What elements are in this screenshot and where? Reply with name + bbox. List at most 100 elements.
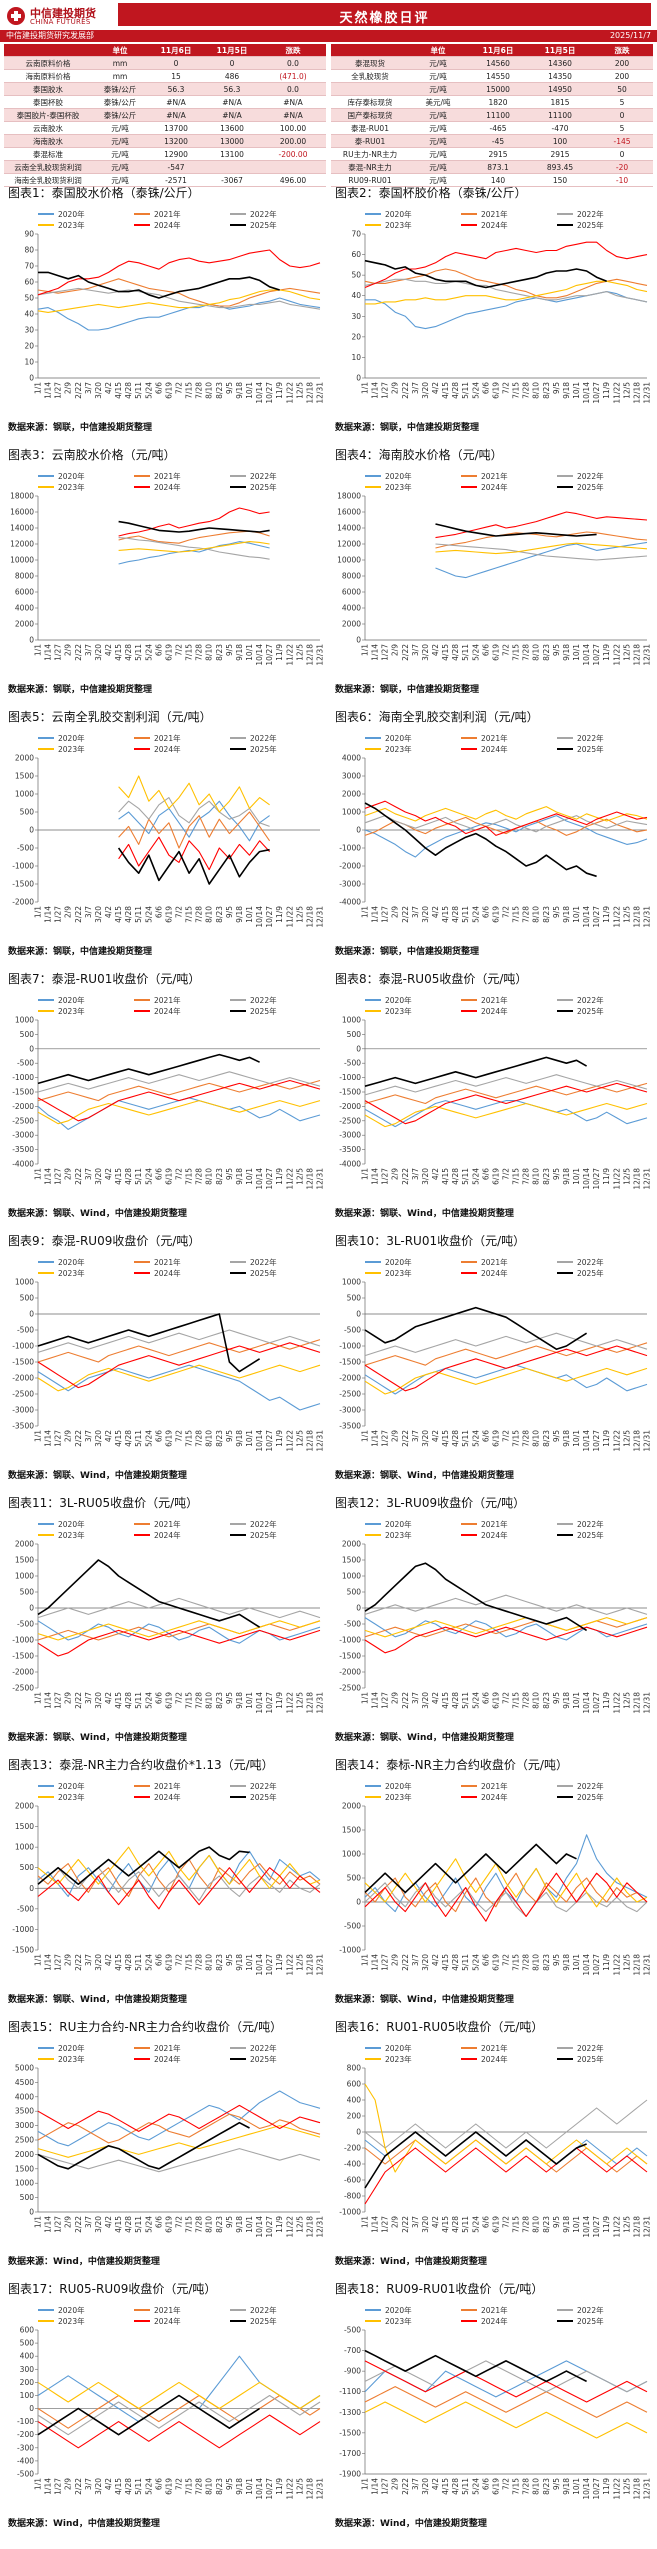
legend-label: 2021年 <box>481 1781 508 1791</box>
y-tick-label: 90 <box>24 230 34 239</box>
x-tick-label: 9/5 <box>552 1168 561 1180</box>
x-tick-label: 4/15 <box>441 2216 450 2233</box>
chart-4: 图表4：海南胶水价格（元/吨） 2020年 2021年 2022年 2023年 2024年… <box>331 446 653 706</box>
y-tick-label: -2500 <box>339 1390 361 1399</box>
table-row: 库存泰标现货 美元/吨 1820 1815 5 <box>331 95 653 109</box>
y-tick-label: 10 <box>351 353 361 362</box>
row-label: 泰国杯胶 <box>4 95 92 109</box>
legend-label: 2020年 <box>385 1257 412 1267</box>
x-tick-label: 4/2 <box>104 382 113 394</box>
x-tick-label: 4/15 <box>441 1692 450 1709</box>
series-line-2023年 <box>118 775 270 813</box>
x-tick-label: 7/2 <box>175 906 184 918</box>
table-row: 元/吨 15000 14950 50 <box>331 82 653 96</box>
x-tick-label: 1/14 <box>44 2216 53 2233</box>
legend-label: 2024年 <box>154 1268 181 1278</box>
x-tick-label: 11/22 <box>612 382 621 404</box>
x-tick-label: 4/2 <box>431 2216 440 2228</box>
x-tick-label: 4/15 <box>114 1168 123 1185</box>
x-tick-label: 7/2 <box>175 1692 184 1704</box>
x-tick-label: 10/1 <box>572 1430 581 1447</box>
chart-plot: 2020年 2021年 2022年 2023年 2024年 2025年 -4000 -3000… <box>339 733 651 928</box>
y-tick-label: 400 <box>20 2352 35 2361</box>
chart-source: 数据来源：Wind，中信建投期货整理 <box>335 2519 487 2529</box>
x-tick-label: 8/23 <box>542 1168 551 1185</box>
x-tick-label: 1/27 <box>381 2478 390 2495</box>
x-tick-label: 2/9 <box>64 1168 73 1180</box>
series-line-2020年 <box>37 1620 321 1644</box>
series-line-2022年 <box>37 2394 321 2436</box>
x-tick-label: 9/5 <box>552 1430 561 1442</box>
series-line-2023年 <box>364 806 648 822</box>
x-tick-label: 11/9 <box>602 1430 611 1447</box>
table-cell: -2571 <box>148 173 204 187</box>
x-tick-label: 2/22 <box>74 2478 83 2495</box>
legend-label: 2023年 <box>385 2054 412 2064</box>
y-tick-label: 600 <box>20 2326 35 2335</box>
x-tick-label: 11/9 <box>275 2216 284 2233</box>
y-tick-label: 4000 <box>342 604 361 613</box>
chart-plot: 2020年 2021年 2022年 2023年 2024年 2025年 0 10 20 30 40 5… <box>24 209 325 404</box>
x-tick-label: 2/9 <box>64 1954 73 1966</box>
y-tick-label: 20 <box>24 342 34 351</box>
y-tick-label: -500 <box>344 1059 361 1068</box>
y-tick-label: -1000 <box>339 844 361 853</box>
legend-label: 2020年 <box>385 1519 412 1529</box>
y-tick-label: 0 <box>356 1604 361 1613</box>
x-tick-label: 10/1 <box>572 2216 581 2233</box>
y-tick-label: 2000 <box>15 1540 34 1549</box>
legend-label: 2021年 <box>481 209 508 219</box>
table-cell: 873.1 <box>467 160 529 174</box>
y-tick-label: -2500 <box>12 1390 34 1399</box>
x-tick-label: 12/5 <box>622 1430 631 1447</box>
x-tick-label: 10/27 <box>592 906 601 928</box>
legend-label: 2025年 <box>577 744 604 754</box>
y-tick-label: -2500 <box>12 1684 34 1693</box>
series-line-2021年 <box>364 1617 648 1638</box>
table-cell: #N/A <box>260 108 326 122</box>
table-row: 国产泰标现货 元/吨 11100 11100 0 <box>331 108 653 122</box>
x-tick-label: 10/27 <box>265 2478 274 2500</box>
series-line-2024年 <box>364 241 648 289</box>
y-tick-label: 10000 <box>10 556 34 565</box>
series-line-2021年 <box>118 811 271 849</box>
y-tick-label: 500 <box>20 1294 35 1303</box>
y-tick-label: -1500 <box>339 1088 361 1097</box>
legend-label: 2023年 <box>58 482 85 492</box>
series-line-2023年 <box>364 1367 648 1395</box>
x-tick-label: 10/14 <box>582 1168 591 1190</box>
x-tick-label: 10/1 <box>245 382 254 399</box>
chart-plot: 2020年 2021年 2022年 2023年 2024年 2025年 -1500 -1000… <box>12 1781 324 1976</box>
x-tick-label: 11/22 <box>612 1168 621 1190</box>
x-tick-label: 1/14 <box>44 1430 53 1447</box>
x-tick-label: 10/1 <box>572 1954 581 1971</box>
x-tick-label: 7/28 <box>522 644 531 661</box>
table-cell: -547 <box>148 160 204 174</box>
x-tick-label: 7/15 <box>185 906 194 923</box>
x-tick-label: 12/31 <box>316 2216 325 2238</box>
series-line-2023年 <box>364 1617 648 1638</box>
x-tick-label: 2/22 <box>401 2478 410 2495</box>
x-tick-label: 12/31 <box>316 382 325 404</box>
x-tick-label: 11/22 <box>285 1954 294 1976</box>
x-tick-label: 11/22 <box>612 2216 621 2238</box>
x-tick-label: 10/27 <box>592 1954 601 1976</box>
x-tick-label: 3/7 <box>84 2478 93 2490</box>
table-cell: #N/A <box>260 95 326 109</box>
x-tick-label: 3/7 <box>84 644 93 656</box>
legend-label: 2025年 <box>250 2054 277 2064</box>
logo-chinese-name: 中信建投期货 <box>30 7 96 20</box>
x-tick-label: 4/15 <box>114 1954 123 1971</box>
chart-title: 图表6：海南全乳胶交割利润（元/吨） <box>335 710 539 724</box>
x-tick-label: 2/9 <box>391 1168 400 1180</box>
x-tick-label: 11/9 <box>275 1430 284 1447</box>
x-tick-label: 11/9 <box>602 2478 611 2495</box>
series-line-2020年 <box>364 1100 648 1128</box>
chart-title: 图表11：3L-RU05收盘价（元/吨） <box>8 1496 199 1510</box>
legend-label: 2023年 <box>385 1792 412 1802</box>
legend-label: 2023年 <box>58 2316 85 2326</box>
x-tick-label: 5/24 <box>471 644 480 661</box>
series-line-2024年 <box>364 1345 648 1392</box>
x-tick-label: 4/28 <box>451 1430 460 1447</box>
